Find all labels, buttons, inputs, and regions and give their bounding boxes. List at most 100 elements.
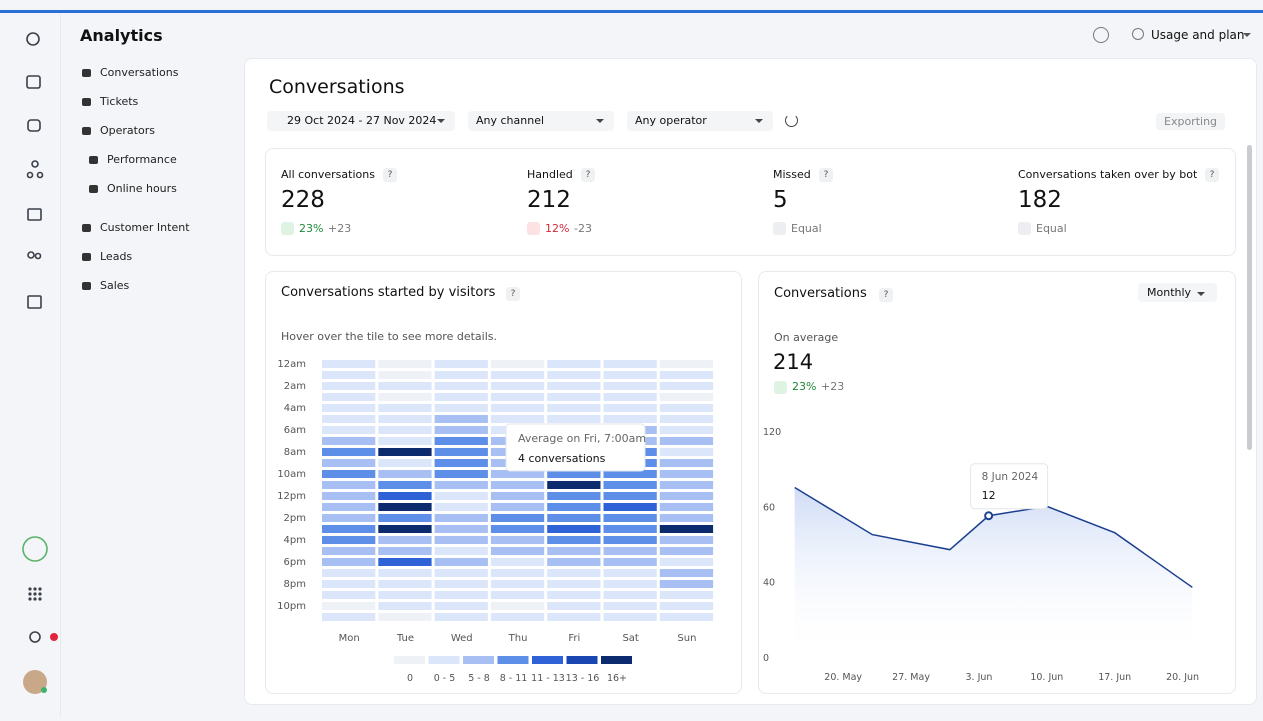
heat-tile — [378, 426, 432, 434]
heat-tile — [322, 536, 376, 544]
heat-tile — [322, 591, 376, 599]
tooltip-text: 4 conversations — [518, 452, 606, 465]
heat-tile — [490, 602, 545, 610]
heat-tile — [322, 492, 376, 500]
nav-item[interactable]: Conversations — [100, 66, 179, 79]
nav-icon — [82, 69, 91, 77]
nav-item[interactable]: Customer Intent — [100, 221, 190, 234]
trend-badge — [1018, 222, 1031, 235]
legend-label: 5 - 8 — [468, 673, 490, 684]
heat-tile — [434, 547, 488, 555]
heat-tile — [659, 492, 714, 500]
heat-tile — [378, 415, 432, 423]
heat-tile — [659, 536, 714, 544]
hour-label: 12am — [277, 359, 306, 370]
heat-tile — [378, 536, 432, 544]
refresh[interactable] — [785, 114, 798, 127]
heat-tile — [603, 371, 657, 379]
heat-tile — [659, 470, 714, 478]
heat-tile — [659, 558, 714, 566]
heat-tile — [547, 602, 601, 610]
kpi-label: Missed — [773, 168, 811, 181]
heat-tile — [490, 503, 545, 511]
heat-tile — [434, 536, 488, 544]
heat-tile — [322, 393, 376, 401]
filter-label: Any operator — [635, 114, 707, 127]
kpi-change: 12% — [545, 222, 570, 235]
nav-item[interactable]: Operators — [100, 124, 155, 137]
heat-tile — [490, 558, 545, 566]
nav-item[interactable]: Tickets — [100, 95, 139, 108]
heat-tile — [434, 514, 488, 522]
heat-tile — [490, 613, 545, 621]
heat-tile — [434, 426, 488, 434]
nav-item[interactable]: Sales — [100, 279, 130, 292]
trend-badge — [281, 222, 294, 235]
hour-label: 8am — [284, 447, 306, 458]
heat-tile — [603, 514, 657, 522]
heat-tile — [659, 393, 714, 401]
heat-tile — [603, 580, 657, 588]
heat-tile — [659, 426, 714, 434]
kpi-change: 23% — [299, 222, 324, 235]
trend-badge — [774, 381, 787, 394]
nav-icon — [89, 185, 98, 193]
chart-delta: +23 — [821, 380, 845, 393]
heat-tile — [547, 360, 601, 368]
heat-tile — [434, 360, 488, 368]
help-icon[interactable] — [1093, 27, 1109, 43]
heat-tile — [322, 426, 376, 434]
heatmap-title: Conversations started by visitors — [281, 285, 496, 300]
heat-tile — [659, 371, 714, 379]
heat-tile — [490, 569, 545, 577]
heat-tile — [490, 470, 545, 478]
heat-tile — [547, 525, 601, 533]
tooltip — [505, 423, 646, 472]
heat-tile — [603, 613, 657, 621]
filter[interactable]: Any operator — [627, 111, 773, 131]
day-label: Sat — [622, 633, 638, 644]
heat-tile — [659, 360, 714, 368]
caret — [437, 119, 445, 127]
filter-label: Any channel — [476, 114, 545, 127]
heat-tile — [322, 547, 376, 555]
heat-tile — [547, 580, 601, 588]
heat-tile — [434, 503, 488, 511]
filter[interactable]: 29 Oct 2024 - 27 Nov 2024 — [267, 111, 455, 131]
nav-item[interactable]: Performance — [107, 153, 177, 166]
filter-label: 29 Oct 2024 - 27 Nov 2024 — [287, 114, 437, 127]
heat-tile — [378, 525, 432, 533]
y-tick-label: 60 — [763, 502, 775, 513]
heat-tile — [378, 492, 432, 500]
kpi-value: 182 — [1018, 187, 1062, 213]
trend-badge — [527, 222, 540, 235]
kpi-label: All conversations — [281, 168, 375, 181]
heat-tile — [547, 613, 601, 621]
heat-tile — [378, 613, 432, 621]
usage-plan[interactable]: Usage and plan — [1151, 28, 1245, 42]
heat-tile — [547, 536, 601, 544]
heat-tile — [547, 558, 601, 566]
nav-item[interactable]: Online hours — [107, 182, 177, 195]
nav-icon — [82, 253, 91, 261]
period-select[interactable]: Monthly — [1138, 283, 1218, 302]
area — [794, 487, 1193, 657]
heat-tile — [434, 393, 488, 401]
heat-tile — [547, 404, 601, 412]
export-button[interactable]: Exporting — [1156, 113, 1226, 130]
heat-tile — [490, 514, 545, 522]
y-tick-label: 0 — [763, 653, 769, 664]
heat-tile — [378, 481, 432, 489]
nav-item[interactable]: Leads — [100, 250, 133, 263]
heat-tile — [434, 591, 488, 599]
filter[interactable]: Any channel — [468, 111, 614, 131]
heat-tile — [659, 602, 714, 610]
heat-tile — [434, 371, 488, 379]
help-badge: ? — [1205, 168, 1219, 182]
heat-tile — [378, 514, 432, 522]
kpi-value: 5 — [773, 187, 788, 213]
hour-label: 2am — [284, 381, 306, 392]
kpi-delta: Equal — [791, 222, 822, 235]
legend-label: 13 - 16 — [566, 673, 600, 684]
